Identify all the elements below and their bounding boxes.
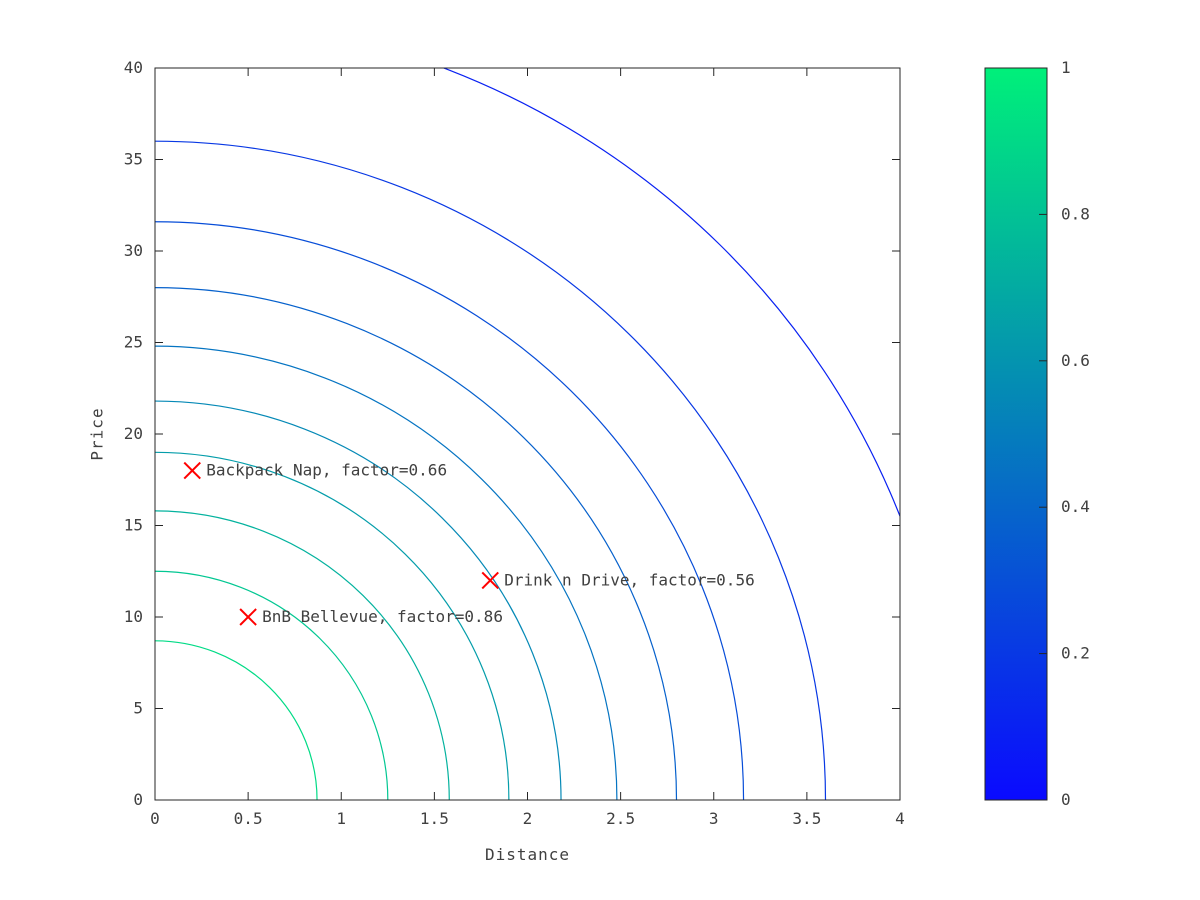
marker-x-icon [481,571,499,590]
marker-stroke [481,571,499,590]
contour-line [155,221,745,800]
x-tick-label: 2.5 [606,809,635,828]
contour-line [155,400,562,800]
contour-line [155,451,510,800]
marker-x-icon [239,608,257,626]
colorbar-tick-label: 0.6 [1061,351,1090,370]
y-tick-label: 10 [124,607,143,626]
x-tick-label: 3 [709,809,719,828]
y-tick-label: 20 [124,424,143,443]
contour-line [155,510,450,800]
x-tick-label: 1.5 [420,809,449,828]
y-axis-label: Price [87,407,107,461]
contour-lines [155,68,900,800]
contour-line [155,287,678,800]
marker-stroke [183,461,201,480]
contour-line [155,640,318,800]
y-tick-label: 5 [133,699,143,718]
x-tick-label: 0 [150,809,160,828]
x-axis-label: Distance [484,845,571,864]
point-label: Drink n Drive, factor=0.56 [504,570,754,589]
y-tick-label: 30 [124,241,143,260]
marker-x-icon [183,461,201,480]
point-label: Backpack Nap, factor=0.66 [206,461,447,480]
plot-border [154,67,901,801]
y-tick-label: 15 [124,516,143,535]
y-tick-label: 25 [124,333,143,352]
contour-line [155,140,827,800]
contour-line [155,345,618,800]
x-tick-label: 0.5 [234,809,263,828]
contour-line [441,68,900,519]
colorbar-tick-label: 1 [1061,58,1071,77]
x-tick-label: 1 [336,809,346,828]
x-tick-label: 2 [523,809,533,828]
y-tick-label: 40 [124,58,143,77]
colorbar [984,67,1048,801]
y-tick-label: 0 [133,790,143,809]
contour-line [155,570,389,800]
colorbar-tick-label: 0 [1061,790,1071,809]
colorbar-tick-label: 0.4 [1061,497,1090,516]
marker-stroke [239,608,257,626]
y-tick-label: 35 [124,150,143,169]
colorbar-tick-label: 0.2 [1061,644,1090,663]
colorbar-tick-label: 0.8 [1061,204,1090,223]
point-label: BnB Bellevue, factor=0.86 [262,607,503,626]
x-tick-label: 3.5 [792,809,821,828]
x-tick-label: 4 [895,809,905,828]
